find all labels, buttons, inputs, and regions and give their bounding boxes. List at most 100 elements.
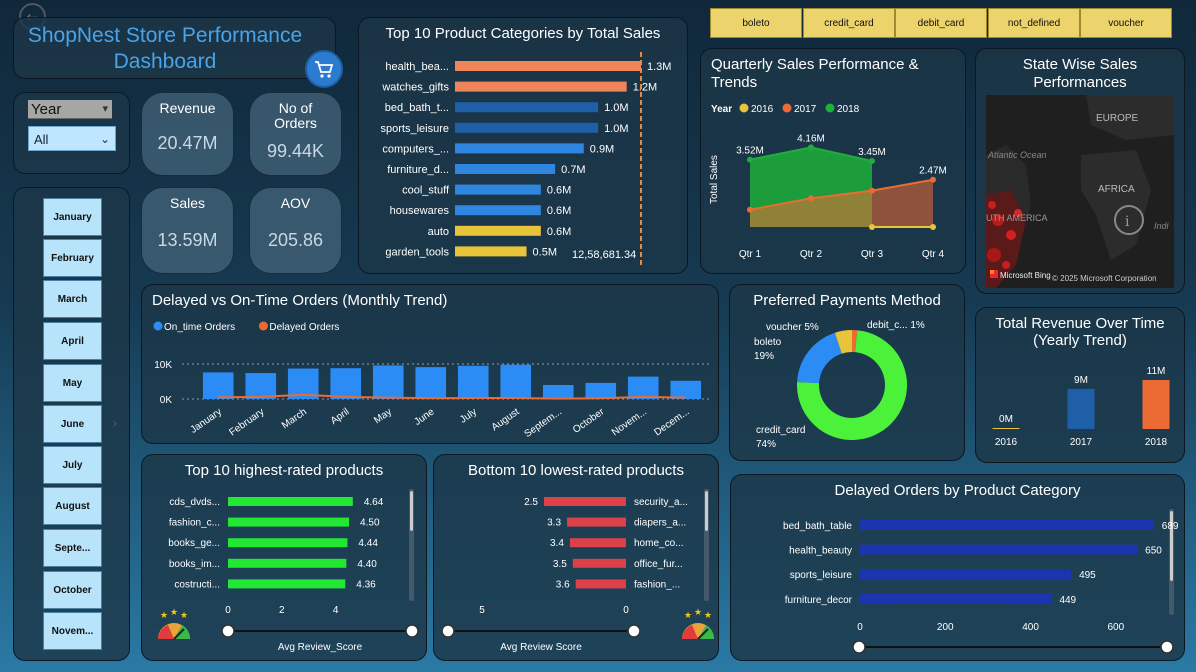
payments-chart: credit_card 74% boleto 19% voucher 5% debit_c… (754, 320, 925, 450)
range-slider-handle[interactable] (221, 624, 235, 638)
range-slider-handle[interactable] (441, 624, 455, 638)
rating-bar (228, 558, 347, 568)
rating-value-label: 4.44 (358, 538, 378, 549)
svg-text:★: ★ (704, 611, 712, 621)
bottom-rated-chart: Avg Review Score ★ ★ ★ 2.5 security_a... 3… (441, 489, 715, 653)
category-label: garden_tools (385, 246, 449, 258)
x-tick-label: Decem... (652, 406, 691, 438)
chevron-right-icon[interactable]: › (112, 416, 118, 432)
pie-label: 19% (754, 351, 774, 362)
category-bar (455, 225, 541, 236)
legend-marker (782, 103, 792, 113)
pie-label: boleto (754, 337, 782, 348)
x-tick-label: 5 (479, 605, 485, 616)
category-bar (455, 61, 641, 71)
month-button[interactable]: February (43, 239, 102, 277)
delayed-category-panel: Delayed Orders by Product Category bed_b… (730, 474, 1185, 661)
legend-label: 2016 (751, 104, 774, 115)
y-tick-label: 10K (154, 360, 172, 371)
month-button[interactable]: May (43, 364, 102, 402)
rating-bar (572, 558, 626, 568)
bottom-rated-title: Bottom 10 lowest-rated products (468, 462, 684, 479)
bing-logo-icon (990, 270, 994, 274)
payment-slicer-button[interactable]: not_defined (988, 8, 1080, 38)
on-time-bar (372, 365, 404, 399)
quarterly-ylabel: Total Sales (709, 155, 720, 204)
range-slider-handle[interactable] (627, 624, 641, 638)
legend-marker (258, 321, 268, 331)
yearly-revenue-title: Total Revenue Over Time (Yearly Trend) (995, 315, 1165, 349)
state-map[interactable]: i EUROPE Atlantic Ocean AFRICA UTH AMERI… (986, 95, 1174, 288)
category-label: housewares (390, 205, 450, 217)
svg-text:★: ★ (180, 611, 188, 621)
scrollbar-thumb[interactable] (1170, 511, 1173, 581)
x-tick-label: Qtr 4 (922, 249, 945, 260)
on-time-bar (330, 368, 362, 399)
category-label: bed_bath_t... (385, 102, 449, 114)
rating-value-label: 3.3 (547, 518, 561, 529)
bottom-rated-axis-title: Avg Review Score (500, 642, 582, 653)
category-value-label: 0.5M (533, 246, 557, 258)
rating-gauge-icon: ★ ★ ★ (158, 608, 191, 640)
x-tick-label: June (412, 406, 436, 428)
shopping-cart-icon[interactable] (305, 50, 343, 88)
month-button[interactable]: June (43, 405, 102, 443)
month-button[interactable]: January (43, 198, 102, 236)
month-button[interactable]: October (43, 571, 102, 609)
series-point (930, 224, 936, 230)
x-tick-label: January (189, 406, 224, 435)
payment-slicer-button[interactable]: voucher (1080, 8, 1172, 38)
month-button[interactable]: March (43, 280, 102, 318)
month-button[interactable]: April (43, 322, 102, 360)
payment-slicer-button[interactable]: debit_card (895, 8, 987, 38)
range-slider-handle[interactable] (1160, 640, 1174, 654)
x-tick-label: 2 (279, 605, 285, 616)
rating-bar (228, 517, 350, 527)
x-tick-label: Qtr 2 (800, 249, 823, 260)
scrollbar-thumb[interactable] (705, 491, 708, 531)
x-tick-label: 4 (333, 605, 339, 616)
x-tick-label: 2017 (1070, 437, 1093, 448)
month-button[interactable]: July (43, 446, 102, 484)
data-label: 3.52M (736, 146, 764, 157)
scrollbar-thumb[interactable] (410, 491, 413, 531)
delayed-bar (860, 544, 1138, 555)
top-rated-panel: Top 10 highest-rated products Avg Review… (141, 454, 427, 661)
category-label: furniture_decor (785, 595, 853, 606)
kpi-aov: AOV 205.86 (249, 187, 342, 274)
series-point (930, 176, 936, 183)
info-icon[interactable]: i (1125, 214, 1130, 230)
chevron-down-icon: ⌄ (99, 132, 110, 146)
kpi-revenue: Revenue 20.47M (141, 92, 234, 176)
revenue-bar (992, 428, 1020, 429)
category-label: auto (428, 226, 449, 238)
revenue-label: 9M (1074, 375, 1088, 386)
payment-slicer-button[interactable]: credit_card (803, 8, 895, 38)
pie-slice (834, 330, 852, 354)
on-time-bar (457, 365, 489, 399)
top-categories-chart: 12,58,681.34 health_bea... 1.3M watches_gi… (381, 52, 671, 266)
year-dropdown-value: All (34, 132, 49, 147)
rating-bar (575, 579, 626, 589)
x-tick-label: August (490, 406, 522, 433)
x-tick-label: April (329, 406, 352, 426)
month-button[interactable]: Novem... (43, 612, 102, 650)
range-slider-handle[interactable] (852, 640, 866, 654)
revenue-label: 11M (1147, 366, 1166, 377)
month-button[interactable]: Septe... (43, 529, 102, 567)
category-value-label: 1.0M (604, 123, 628, 135)
x-tick-label: Novem... (610, 406, 649, 438)
delayed-bar (860, 593, 1052, 604)
rating-bar (544, 497, 626, 506)
month-button[interactable]: August (43, 487, 102, 525)
category-value-label: 0.6M (547, 185, 571, 197)
kpi-orders-label: No of Orders (274, 100, 317, 131)
year-dropdown[interactable]: All ⌄ (28, 126, 116, 151)
x-tick-label: 2018 (1145, 437, 1168, 448)
payment-slicer-button[interactable]: boleto (710, 8, 802, 38)
range-slider-handle[interactable] (405, 624, 419, 638)
x-tick-label: July (458, 406, 479, 425)
map-copyright: © 2025 Microsoft Corporation (1052, 274, 1157, 283)
on-time-bar (245, 373, 277, 399)
product-label: office_fur... (634, 559, 683, 570)
